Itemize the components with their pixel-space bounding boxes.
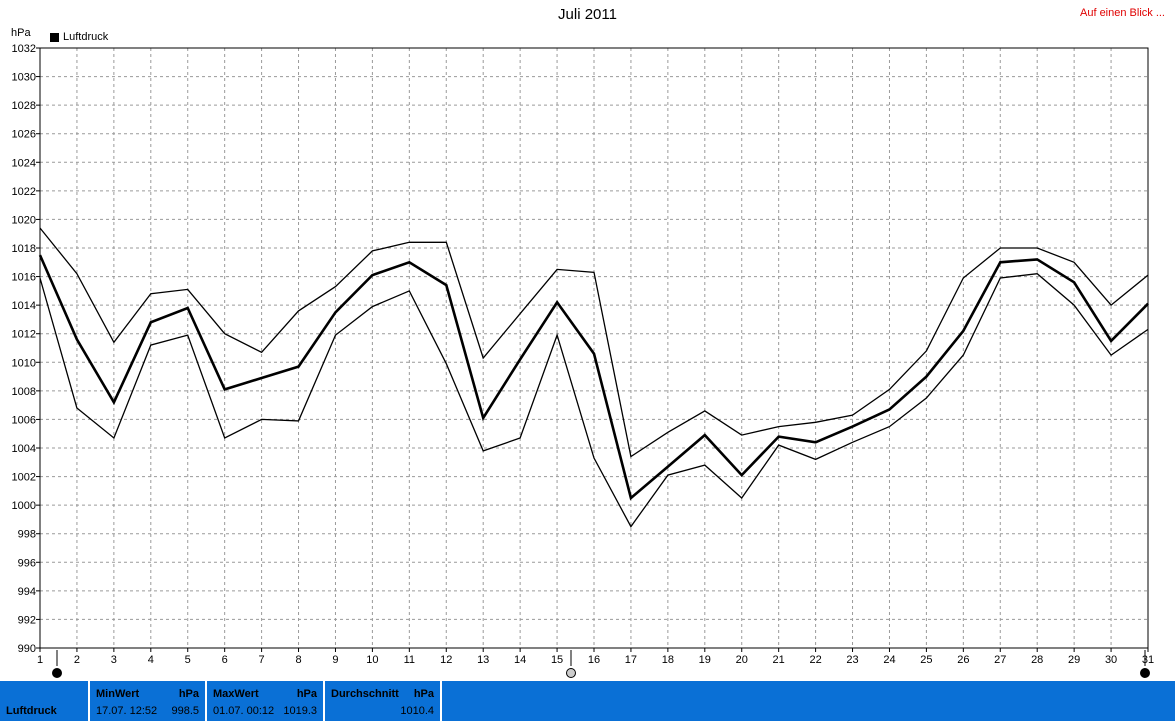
line-chart: 9909929949969981000100210041006100810101… [12,43,1155,678]
stats-min-label: MinWert [96,688,140,700]
y-tick-label: 990 [18,643,36,655]
y-tick-label: 1006 [12,414,36,426]
x-tick-label: 23 [846,654,858,666]
stats-max-value: 1019.3 [283,705,317,717]
stats-divider [88,681,90,721]
range-start-handle[interactable] [52,650,62,678]
stats-min-unit: hPa [178,688,199,700]
x-tick-label: 1 [37,654,43,666]
axes [36,47,1149,652]
stats-avg-value: 1010.4 [400,705,434,717]
y-tick-label: 1024 [12,157,36,169]
range-center-handle[interactable] [566,650,576,678]
stats-divider [440,681,442,721]
stats-max-time: 01.07. 00:12 [213,705,275,717]
handle-knob [1140,668,1150,678]
x-tick-label: 26 [957,654,969,666]
stats-avg-label: Durchschnitt [331,688,399,700]
stats-min-value: 998.5 [171,705,199,717]
x-tick-label: 24 [883,654,895,666]
scroll-handles[interactable] [52,650,1150,678]
y-tick-label: 1026 [12,129,36,141]
x-tick-label: 11 [404,654,415,666]
legend-swatch [50,32,59,42]
series [38,227,1149,528]
y-tick-label: 1004 [12,443,36,455]
x-tick-label: 4 [148,654,154,666]
x-tick-label: 2 [74,654,80,666]
chart-title: Juli 2011 [558,6,617,23]
y-tick-label: 1014 [12,300,36,312]
x-tick-label: 16 [588,654,600,666]
tick-labels: 9909929949969981000100210041006100810101… [12,43,1155,666]
overview-link[interactable]: Auf einen Blick ... [1080,7,1165,19]
legend: Luftdruck [50,31,108,43]
stats-max-unit: hPa [296,688,317,700]
y-tick-label: 1010 [12,357,36,369]
y-axis-unit: hPa [11,27,31,39]
x-tick-label: 22 [809,654,821,666]
y-tick-label: 1032 [12,43,36,55]
x-tick-label: 30 [1105,654,1117,666]
stats-avg-cell: Durchschnitt hPa 1010.4 [325,681,440,721]
x-tick-label: 8 [295,654,301,666]
stats-divider [323,681,325,721]
stats-series-cell: Luftdruck [0,681,88,721]
x-tick-label: 13 [477,654,489,666]
stats-min-cell: MinWert hPa 17.07. 12:52 998.5 [90,681,205,721]
range-end-handle[interactable] [1140,650,1150,678]
x-tick-label: 18 [662,654,674,666]
x-tick-label: 5 [185,654,191,666]
y-tick-label: 992 [18,614,36,626]
x-tick-label: 3 [111,654,117,666]
x-tick-label: 21 [773,654,785,666]
x-tick-label: 7 [259,654,265,666]
series-line-max [39,227,1149,458]
y-tick-label: 1022 [12,186,36,198]
y-tick-label: 998 [18,529,36,541]
y-tick-label: 1000 [12,500,36,512]
y-tick-label: 1028 [12,100,36,112]
x-tick-label: 27 [994,654,1006,666]
x-tick-label: 15 [551,654,563,666]
x-tick-label: 20 [736,654,748,666]
series-line-min [39,273,1149,528]
stats-series-label: Luftdruck [6,705,57,717]
statistics-bar: Luftdruck MinWert hPa 17.07. 12:52 998.5… [0,681,1175,721]
y-tick-label: 1018 [12,243,36,255]
y-tick-label: 1012 [12,329,36,341]
x-tick-label: 29 [1068,654,1080,666]
legend-label: Luftdruck [63,31,109,43]
x-tick-label: 17 [625,654,637,666]
handle-knob [52,668,62,678]
stats-divider [205,681,207,721]
x-tick-label: 25 [920,654,932,666]
stats-min-time: 17.07. 12:52 [96,705,158,717]
stats-max-cell: MaxWert hPa 01.07. 00:12 1019.3 [207,681,323,721]
stats-avg-unit: hPa [413,688,434,700]
x-tick-label: 6 [222,654,228,666]
y-tick-label: 1020 [12,214,36,226]
y-tick-label: 1002 [12,472,36,484]
x-tick-label: 28 [1031,654,1043,666]
x-tick-label: 12 [440,654,452,666]
x-tick-label: 14 [514,654,526,666]
x-tick-label: 9 [332,654,338,666]
y-tick-label: 996 [18,557,36,569]
handle-knob [566,668,576,678]
y-tick-label: 1008 [12,386,36,398]
x-tick-label: 10 [366,654,378,666]
y-tick-label: 1016 [12,272,36,284]
plot-area [39,47,1149,649]
y-tick-label: 994 [18,586,36,598]
x-tick-label: 31 [1142,654,1154,666]
x-tick-label: 19 [699,654,711,666]
series-line-mean [38,254,1149,501]
y-tick-label: 1030 [12,72,36,84]
stats-max-label: MaxWert [213,688,259,700]
